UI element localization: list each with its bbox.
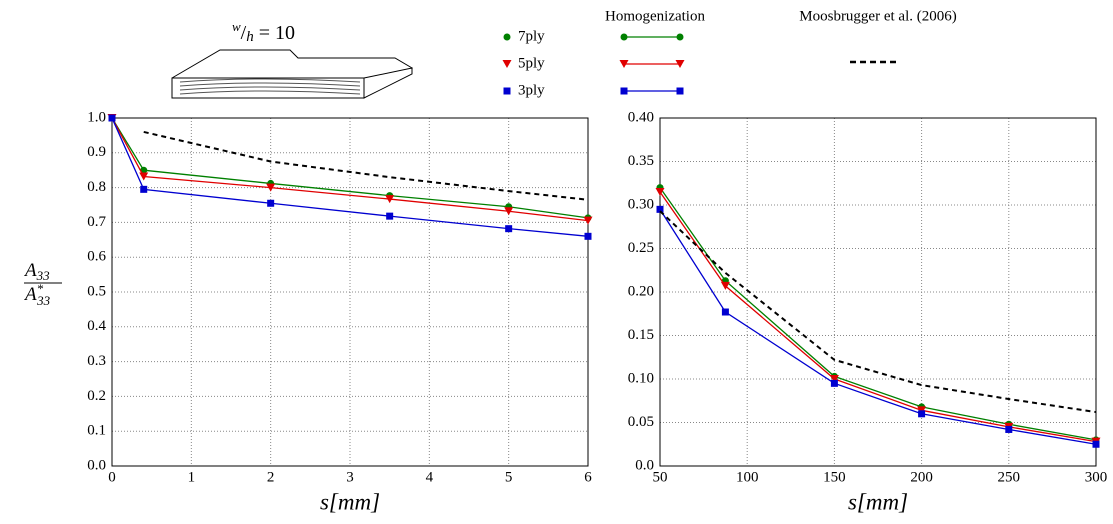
- y-tick-label: 0.1: [87, 423, 106, 439]
- legend-marker: [502, 60, 512, 68]
- marker: [108, 114, 116, 122]
- legend-marker: [675, 60, 685, 68]
- x-tick-label: 0: [108, 469, 116, 485]
- legend-marker: [676, 33, 684, 41]
- marker: [266, 183, 276, 192]
- x-tick-label: 100: [736, 469, 759, 485]
- x-tick-label: 5: [505, 469, 513, 485]
- y-tick-label: 0.25: [628, 240, 654, 256]
- marker: [504, 207, 514, 216]
- marker: [655, 187, 665, 196]
- x-tick-label: 2: [267, 469, 275, 485]
- series-line: [659, 191, 1097, 443]
- marker: [139, 172, 149, 181]
- y-label-part: 33: [36, 268, 51, 283]
- x-tick-label: 250: [998, 469, 1021, 485]
- annotation-part: h: [246, 29, 254, 45]
- y-tick-label: 0.3: [87, 353, 106, 369]
- legend-marker: [619, 60, 629, 68]
- annotation-part: /: [241, 22, 247, 44]
- marker: [1092, 440, 1100, 448]
- y-axis-label: A33 A* 33: [23, 260, 62, 308]
- series-line: [659, 210, 1097, 414]
- legend-marker: [503, 33, 511, 41]
- y-label-numerator: A33: [23, 260, 50, 283]
- x-axis-label: s[mm]: [848, 489, 908, 514]
- series-line: [143, 130, 589, 201]
- marker: [721, 308, 729, 316]
- x-tick-label: 6: [584, 469, 592, 485]
- y-tick-label: 0.5: [87, 283, 106, 299]
- marker: [1005, 425, 1013, 433]
- y-tick-label: 0.10: [628, 370, 654, 386]
- y-label-part: *: [37, 281, 44, 296]
- plank-illustration: [171, 49, 413, 99]
- y-tick-label: 0.6: [87, 249, 106, 265]
- y-label-denominator: A* 33: [23, 281, 51, 308]
- marker: [830, 379, 838, 387]
- y-tick-label: 0.05: [628, 414, 654, 430]
- x-tick-label: 200: [910, 469, 933, 485]
- legend-marker: [676, 87, 684, 95]
- y-tick-label: 1.0: [87, 109, 106, 125]
- legend-marker: [620, 87, 628, 95]
- y-tick-label: 0.2: [87, 388, 106, 404]
- marker: [720, 281, 730, 290]
- y-tick-label: 0.30: [628, 196, 654, 212]
- marker: [385, 195, 395, 204]
- y-tick-label: 0.0: [635, 457, 654, 473]
- marker: [918, 410, 926, 418]
- y-tick-label: 0.4: [87, 318, 106, 334]
- y-tick-label: 0.20: [628, 283, 654, 299]
- legend-title: Homogenization: [605, 8, 705, 24]
- legend-label: 7ply: [518, 28, 545, 44]
- y-tick-label: 0.9: [87, 144, 106, 160]
- x-tick-label: 150: [823, 469, 846, 485]
- y-tick-label: 0.0: [87, 457, 106, 473]
- x-tick-label: 1: [188, 469, 196, 485]
- y-tick-label: 0.35: [628, 153, 654, 169]
- legend-label: 3ply: [518, 82, 545, 98]
- x-axis-label: s[mm]: [320, 489, 380, 514]
- marker: [829, 375, 839, 383]
- series-line: [659, 209, 1097, 445]
- series-line: [111, 117, 589, 222]
- y-label-part: 33: [36, 293, 51, 308]
- plot-frame: [659, 117, 1097, 467]
- marker: [584, 232, 592, 240]
- y-tick-label: 0.7: [87, 214, 106, 230]
- legend-marker: [620, 33, 628, 41]
- legend-label: 5ply: [518, 55, 545, 71]
- legend-label: Moosbrugger et al. (2006): [799, 8, 956, 24]
- marker: [267, 199, 275, 207]
- series-line: [111, 117, 589, 237]
- series-line: [111, 117, 589, 219]
- x-tick-label: 3: [346, 469, 354, 485]
- marker: [656, 205, 664, 213]
- annotation: w/h = 10: [232, 19, 295, 45]
- annotation-part: = 10: [254, 22, 295, 44]
- y-label-part: A: [23, 260, 37, 281]
- y-tick-label: 0.8: [87, 179, 106, 195]
- marker: [505, 225, 513, 233]
- x-tick-label: 300: [1085, 469, 1108, 485]
- series-line: [659, 187, 1097, 441]
- marker: [386, 212, 394, 220]
- x-tick-label: 4: [426, 469, 434, 485]
- x-tick-label: 50: [653, 469, 668, 485]
- marker: [140, 185, 148, 193]
- annotation-part: w: [232, 19, 241, 34]
- plot-frame: [111, 117, 589, 467]
- y-tick-label: 0.40: [628, 109, 654, 125]
- y-tick-label: 0.15: [628, 327, 654, 343]
- y-label-part: A: [23, 284, 37, 305]
- legend-marker: [503, 87, 511, 95]
- marker: [583, 216, 593, 225]
